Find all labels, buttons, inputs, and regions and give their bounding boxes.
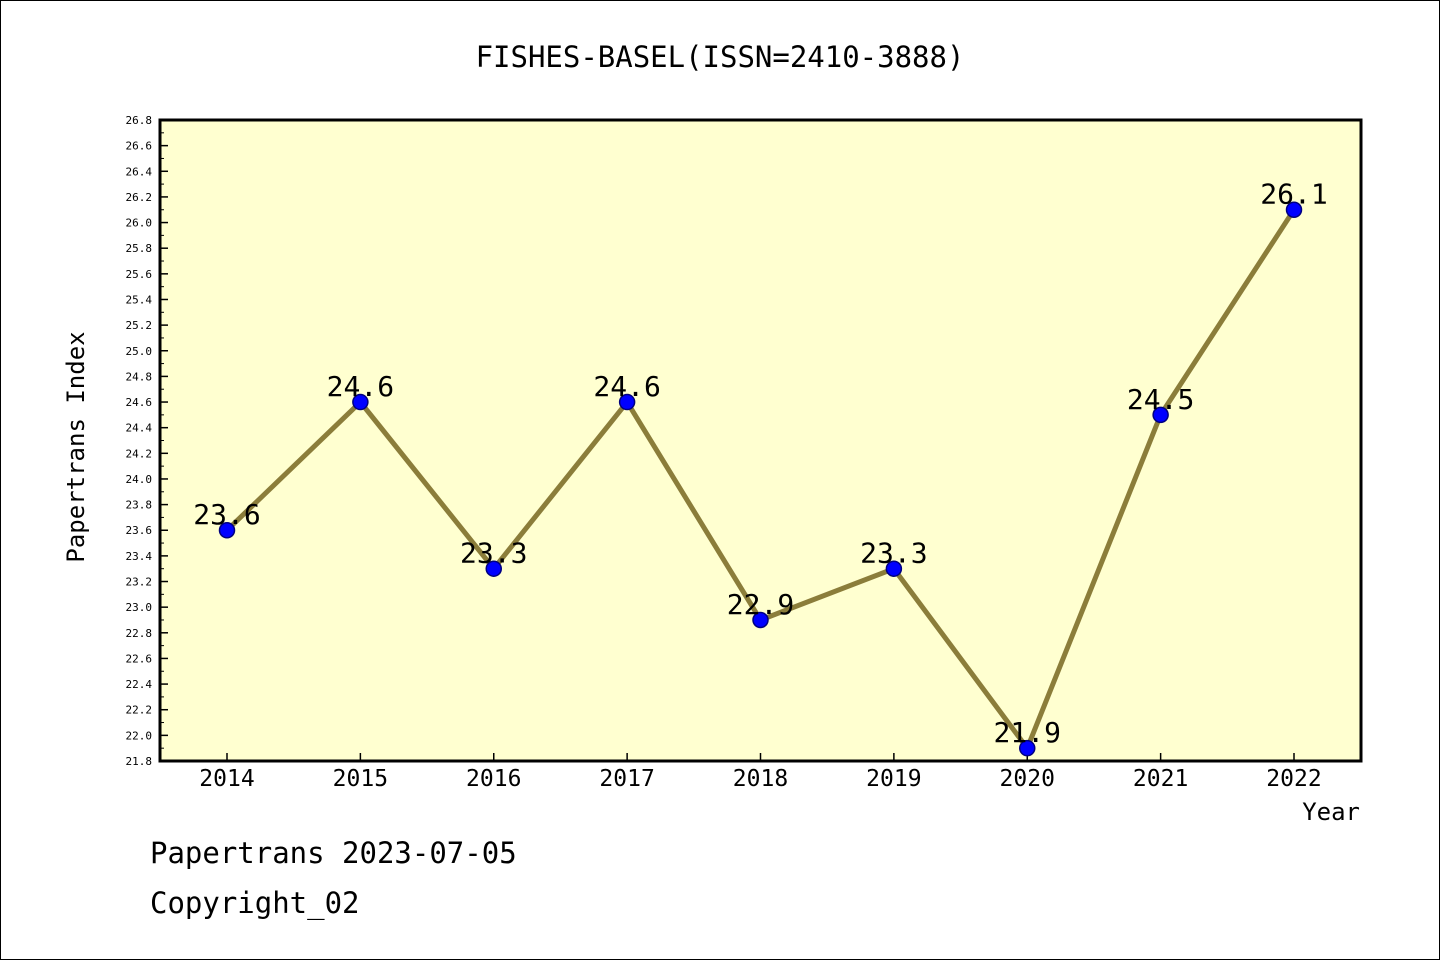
y-tick-label: 25.8	[126, 242, 153, 255]
y-tick-label: 22.0	[126, 729, 153, 742]
y-tick-label: 24.0	[126, 473, 153, 486]
y-tick-label: 25.2	[126, 319, 153, 332]
data-label: 23.6	[193, 498, 260, 531]
y-tick-label: 23.2	[126, 576, 153, 589]
data-point	[618, 393, 636, 411]
series-group: 23.6 24.6 23.3 24.6 22.9 23.3 21.9 24.5 26.1	[193, 178, 1328, 757]
chart-title: FISHES-BASEL(ISSN=2410-3888)	[476, 40, 965, 74]
x-tick-label: 2017	[599, 766, 654, 792]
data-label: 24.5	[1127, 383, 1194, 416]
x-tick-label: 2015	[333, 766, 388, 792]
y-tick-label: 22.4	[126, 678, 153, 691]
y-axis-ticks: 21.8 22.0 22.2 22.4 22.6 22.8 23.0 23.2 23.4 23.6…	[126, 114, 168, 768]
data-point	[1019, 739, 1036, 757]
data-label: 24.6	[327, 370, 394, 403]
y-tick-label: 25.0	[126, 345, 153, 358]
y-tick-label: 26.2	[126, 191, 153, 204]
y-tick-label: 24.2	[126, 447, 153, 460]
data-point	[485, 560, 502, 577]
x-tick-label: 2016	[466, 766, 521, 792]
y-tick-label: 23.4	[126, 550, 153, 563]
y-tick-label: 23.8	[126, 499, 153, 512]
y-tick-label: 26.4	[126, 165, 153, 178]
data-label: 21.9	[994, 716, 1061, 749]
y-tick-label: 26.8	[126, 114, 153, 127]
y-tick-label: 23.6	[126, 524, 153, 537]
y-tick-label: 25.4	[126, 293, 153, 306]
x-tick-label: 2019	[866, 766, 921, 792]
x-tick-label: 2020	[1000, 766, 1055, 792]
x-tick-label: 2014	[199, 766, 254, 792]
data-point	[218, 521, 236, 539]
data-label: 26.1	[1260, 178, 1327, 211]
x-axis-label: Year	[1302, 798, 1360, 826]
x-axis-ticks: 2014 2015 2016 2017 2018 2019 2020 2021 2022	[199, 753, 1322, 792]
y-tick-label: 22.6	[126, 652, 153, 665]
y-tick-label: 21.8	[126, 755, 153, 768]
x-tick-label: 2021	[1133, 766, 1188, 792]
plot-area	[158, 118, 1363, 763]
data-point	[752, 611, 769, 629]
data-point	[885, 560, 903, 577]
y-tick-label: 23.0	[126, 601, 153, 614]
y-tick-label: 22.2	[126, 704, 153, 717]
data-label: 24.6	[593, 370, 660, 403]
y-tick-label: 26.0	[126, 217, 153, 230]
x-tick-label: 2018	[733, 766, 788, 792]
y-tick-label: 22.8	[126, 627, 153, 640]
footer-copyright: Copyright_02	[150, 886, 360, 920]
y-tick-label: 24.8	[126, 370, 153, 383]
y-tick-label: 25.6	[126, 268, 153, 281]
data-label: 23.3	[860, 537, 927, 570]
y-tick-label: 24.4	[126, 422, 153, 435]
data-point	[1152, 406, 1169, 424]
y-tick-label: 26.6	[126, 140, 153, 153]
data-point	[1285, 201, 1303, 218]
y-axis-label: Papertrans Index	[62, 331, 90, 562]
data-point	[352, 393, 369, 411]
footer-date: Papertrans 2023-07-05	[150, 836, 517, 870]
y-tick-label: 24.6	[126, 396, 153, 409]
x-tick-label: 2022	[1266, 766, 1321, 792]
data-label: 23.3	[460, 537, 527, 570]
data-label: 22.9	[727, 588, 794, 621]
